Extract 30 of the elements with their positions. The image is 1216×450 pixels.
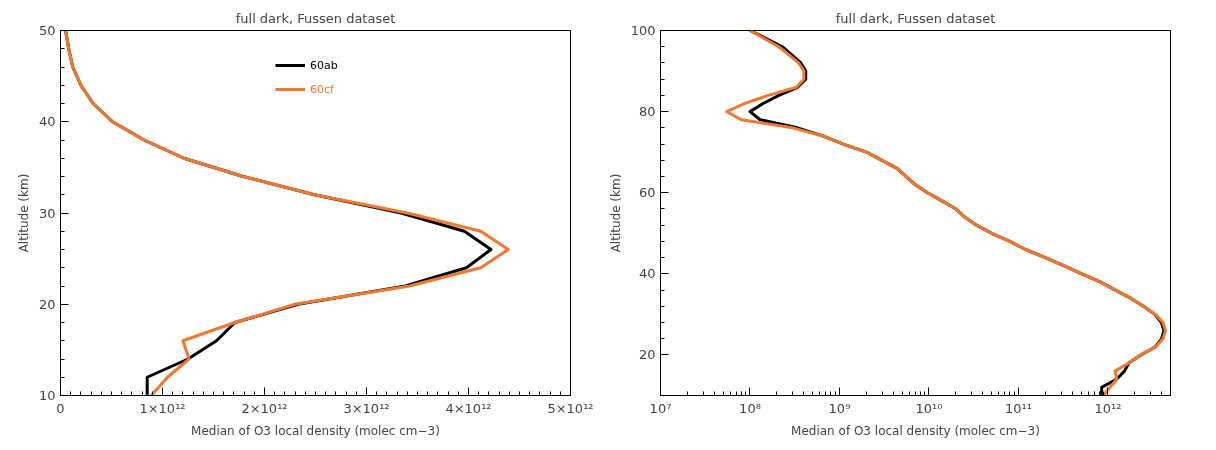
x-tick-label: 10⁷ [649,400,672,416]
y-tick-label: 40 [38,114,56,130]
x-tick-label: 4×10¹² [445,400,492,416]
y-tick-label: 30 [38,205,56,221]
y-tick-label: 100 [630,23,656,38]
y-tick-label: 10 [38,388,56,403]
y-tick-label: 40 [638,266,656,282]
x-tick-label: 10¹⁰ [915,400,943,416]
x-tick-label: 10¹² [1094,400,1122,416]
x-tick-label: 10⁸ [739,400,761,416]
x-tick-label: 10⁹ [828,400,851,416]
x-axis-title: Median of O3 local density (molec cm−3) [191,423,440,438]
y-tick-label: 80 [638,104,656,120]
x-tick-label: 5×10¹² [547,400,594,416]
y-tick-label: 50 [38,23,56,38]
y-tick-label: 60 [638,185,656,201]
y-tick-label: 20 [638,347,656,363]
x-tick-label: 0 [56,400,65,416]
x-tick-label: 3×10¹² [343,400,390,416]
chart-title: full dark, Fussen dataset [835,10,996,26]
y-axis-title: Altitude (km) [608,173,623,253]
y-axis-title: Altitude (km) [16,173,31,253]
x-tick-label: 2×10¹² [241,400,288,416]
legend-label: 60cf [310,82,334,96]
y-tick-label: 20 [38,296,56,312]
x-tick-label: 10¹¹ [1004,400,1032,416]
x-tick-label: 1×10¹² [139,400,186,416]
legend-label: 60ab [310,58,338,72]
x-axis-title: Median of O3 local density (molec cm−3) [791,423,1040,438]
chart-title: full dark, Fussen dataset [235,10,396,26]
